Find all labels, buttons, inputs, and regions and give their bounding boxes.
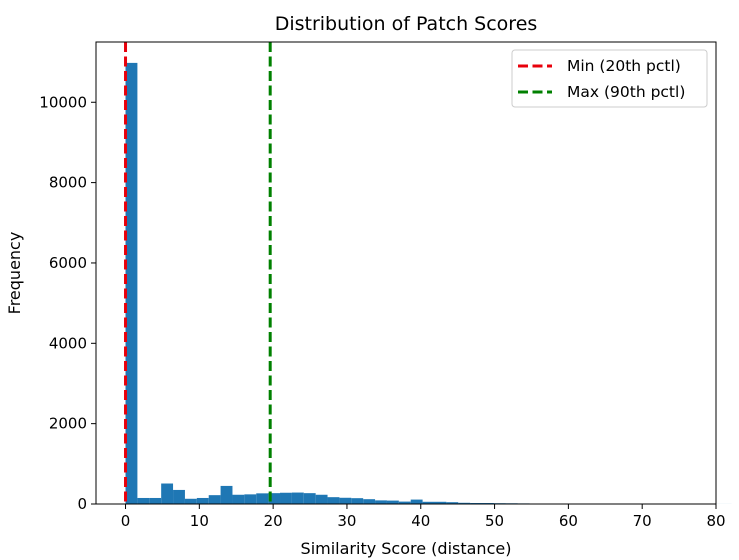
- histogram-bar: [208, 495, 221, 504]
- legend-label: Min (20th pctl): [567, 57, 681, 75]
- histogram-bar: [280, 492, 292, 504]
- histogram-bar: [149, 497, 162, 504]
- histogram-bar: [125, 62, 138, 504]
- histogram-bar: [137, 497, 150, 504]
- y-tick-label: 4000: [49, 334, 87, 352]
- x-axis-ticks: 0 10 20 30 40 50 60 70 80: [121, 504, 726, 530]
- x-tick-label: 20: [264, 512, 283, 530]
- histogram-bar: [363, 499, 376, 504]
- x-tick-label: 0: [121, 512, 131, 530]
- y-tick-label: 10000: [39, 93, 87, 111]
- y-axis-ticks: 0 2000 4000 6000 8000 10000: [39, 93, 96, 513]
- legend: Min (20th pctl) Max (90th pctl): [511, 49, 708, 108]
- histogram-bar: [303, 493, 316, 504]
- histogram-bar: [375, 500, 387, 504]
- x-tick-label: 60: [559, 512, 578, 530]
- histogram-bar: [351, 498, 364, 504]
- histogram-bar: [184, 498, 197, 504]
- histogram-bar: [232, 494, 245, 504]
- histogram-bar: [386, 500, 399, 504]
- histogram-bar: [161, 483, 174, 504]
- x-axis-label: Similarity Score (distance): [301, 539, 512, 558]
- x-tick-label: 50: [485, 512, 504, 530]
- histogram-bar: [315, 494, 328, 504]
- histogram-bar: [291, 492, 304, 504]
- histogram-bar: [196, 497, 209, 504]
- histogram-bar: [434, 501, 447, 504]
- histogram-bar: [220, 485, 233, 504]
- y-tick-label: 0: [77, 495, 87, 513]
- legend-label: Max (90th pctl): [567, 83, 685, 101]
- legend-entries: Min (20th pctl) Max (90th pctl): [518, 57, 685, 101]
- plot-area: 0 10 20 30 40 50 60 70 80 0 2000 4000 6000 8000 10000: [39, 41, 732, 530]
- plot-frame: [95, 41, 717, 505]
- chart-title: Distribution of Patch Scores: [275, 13, 538, 35]
- x-tick-label: 10: [190, 512, 209, 530]
- legend-box: [511, 49, 708, 108]
- histogram-bar: [339, 497, 352, 504]
- histogram-bar: [327, 497, 340, 504]
- x-tick-label: 40: [411, 512, 430, 530]
- reference-lines: [124, 42, 272, 504]
- histogram-bar: [244, 494, 257, 504]
- x-tick-label: 30: [337, 512, 356, 530]
- x-tick-label: 70: [633, 512, 652, 530]
- histogram-bar: [268, 493, 280, 504]
- histogram-bar: [173, 489, 185, 504]
- histogram-bar: [446, 502, 459, 504]
- histogram-bar: [256, 493, 269, 504]
- histogram-bar: [458, 502, 471, 504]
- histogram-bar: [422, 501, 435, 504]
- y-tick-label: 6000: [49, 254, 87, 272]
- y-tick-label: 8000: [49, 174, 87, 192]
- x-tick-label: 80: [706, 512, 725, 530]
- y-axis-label: Frequency: [5, 232, 24, 315]
- y-tick-label: 2000: [49, 415, 87, 433]
- histogram-bar: [410, 499, 423, 504]
- histogram-bar: [398, 501, 411, 504]
